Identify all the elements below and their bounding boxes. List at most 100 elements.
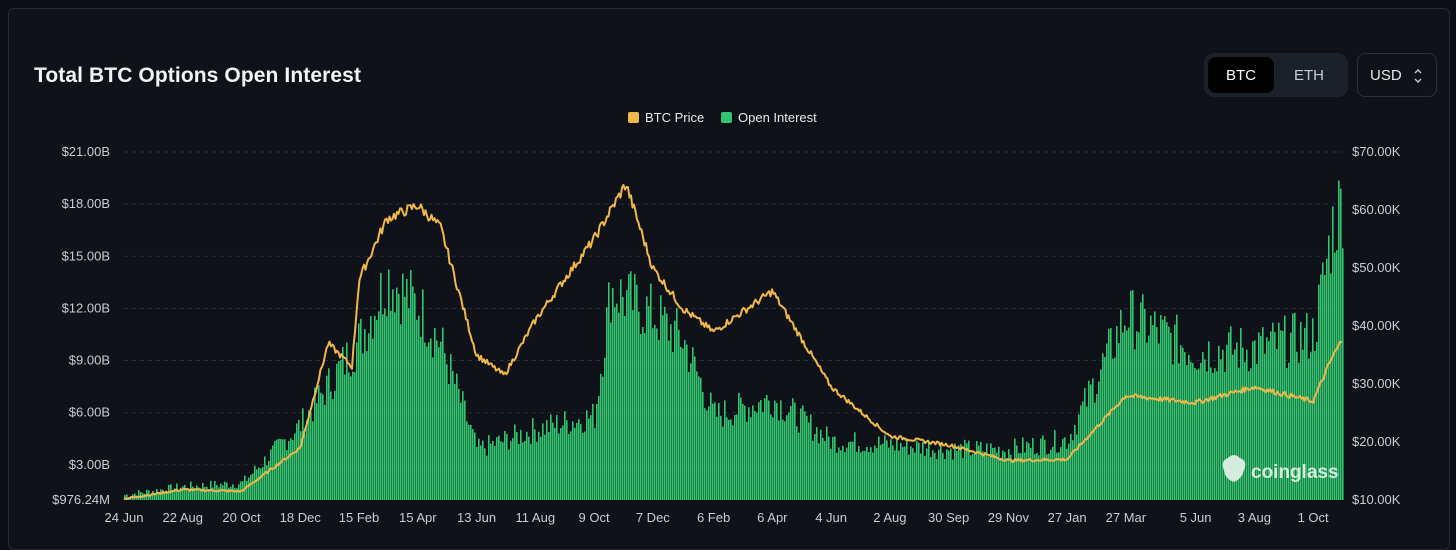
oi-bar — [736, 414, 738, 500]
oi-bar — [1068, 444, 1070, 500]
oi-bar — [632, 310, 634, 500]
oi-bar — [638, 312, 640, 500]
oi-bar — [1338, 181, 1340, 500]
legend-label-oi: Open Interest — [738, 110, 817, 125]
oi-bar — [392, 289, 394, 500]
oi-bar — [756, 413, 758, 500]
oi-bar — [976, 441, 978, 500]
oi-bar — [938, 450, 940, 500]
oi-bar — [668, 341, 670, 500]
oi-bar — [1206, 371, 1208, 500]
oi-bar — [530, 444, 532, 500]
oi-bar — [448, 384, 450, 500]
y-left-tick-label: $3.00B — [69, 457, 110, 472]
oi-bar — [308, 410, 310, 500]
oi-bar — [352, 372, 354, 500]
oi-bar — [1190, 362, 1192, 500]
left-axis-ticks: $21.00B$18.00B$15.00B$12.00B$9.00B$6.00B… — [52, 144, 110, 507]
y-right-tick-label: $50.00K — [1352, 260, 1401, 275]
oi-bar — [972, 454, 974, 500]
oi-bar — [488, 435, 490, 500]
oi-bar — [790, 406, 792, 500]
oi-bar — [482, 441, 484, 500]
oi-bar — [872, 453, 874, 500]
oi-bar — [440, 342, 442, 500]
oi-bar — [510, 441, 512, 500]
oi-bar — [1172, 364, 1174, 500]
oi-bar — [1340, 189, 1342, 500]
oi-bar — [974, 452, 976, 500]
oi-bar — [696, 371, 698, 500]
oi-bar — [246, 481, 248, 500]
oi-bar — [1180, 345, 1182, 500]
x-tick-label: 9 Oct — [579, 510, 610, 525]
x-tick-label: 18 Dec — [280, 510, 322, 525]
oi-bar — [548, 432, 550, 500]
oi-bar — [588, 419, 590, 500]
oi-bar — [1204, 359, 1206, 500]
oi-bar — [1008, 449, 1010, 500]
oi-bar — [682, 348, 684, 500]
oi-bar — [602, 377, 604, 500]
oi-bar — [762, 412, 764, 500]
oi-bar — [1198, 369, 1200, 500]
oi-bar — [1100, 369, 1102, 500]
oi-bar — [1194, 368, 1196, 500]
oi-bar — [1188, 355, 1190, 500]
oi-bar — [562, 426, 564, 500]
oi-bar — [444, 353, 446, 500]
oi-bar — [560, 428, 562, 500]
x-tick-label: 29 Nov — [988, 510, 1030, 525]
oi-bar — [648, 306, 650, 500]
oi-bar — [804, 411, 806, 500]
oi-bar — [518, 444, 520, 500]
y-left-tick-label: $18.00B — [62, 196, 110, 211]
oi-bar — [566, 420, 568, 500]
oi-bar — [798, 433, 800, 500]
oi-bar — [840, 450, 842, 500]
oi-bar — [1070, 434, 1072, 500]
oi-bar — [946, 449, 948, 500]
oi-bar — [792, 398, 794, 500]
oi-bar — [152, 491, 154, 500]
oi-bar — [282, 439, 284, 500]
oi-bar — [864, 451, 866, 500]
legend-label-price: BTC Price — [645, 110, 704, 125]
oi-bar — [1088, 381, 1090, 500]
oi-bar — [944, 459, 946, 500]
oi-bar — [750, 417, 752, 500]
oi-bar — [1134, 349, 1136, 500]
oi-bar — [494, 446, 496, 500]
oi-bar — [1164, 316, 1166, 500]
oi-bar — [354, 372, 356, 500]
oi-bar — [1074, 425, 1076, 500]
oi-bar — [458, 389, 460, 500]
oi-bar — [528, 437, 530, 500]
x-tick-label: 4 Jun — [815, 510, 847, 525]
oi-bar — [854, 432, 856, 500]
oi-bar — [252, 474, 254, 500]
oi-bar — [340, 360, 342, 500]
oi-bar — [740, 398, 742, 500]
oi-bar — [656, 328, 658, 500]
oi-bar — [1104, 357, 1106, 500]
y-left-tick-label: $15.00B — [62, 248, 110, 263]
oi-bar — [264, 456, 266, 500]
oi-bar — [1064, 437, 1066, 500]
oi-bar — [328, 368, 330, 500]
oi-bar — [1004, 452, 1006, 500]
oi-bar — [884, 435, 886, 500]
oi-bar — [344, 375, 346, 500]
oi-bar — [430, 338, 432, 500]
oi-bar — [206, 487, 208, 500]
oi-bar — [160, 489, 162, 500]
oi-bar — [1192, 363, 1194, 500]
oi-bar — [828, 437, 830, 500]
oi-bar — [310, 412, 312, 500]
oi-bar — [1222, 350, 1224, 500]
oi-bar — [780, 400, 782, 500]
oi-bar — [630, 271, 632, 500]
y-left-tick-label: $6.00B — [69, 405, 110, 420]
oi-bar — [766, 395, 768, 500]
oi-bar — [330, 391, 332, 500]
